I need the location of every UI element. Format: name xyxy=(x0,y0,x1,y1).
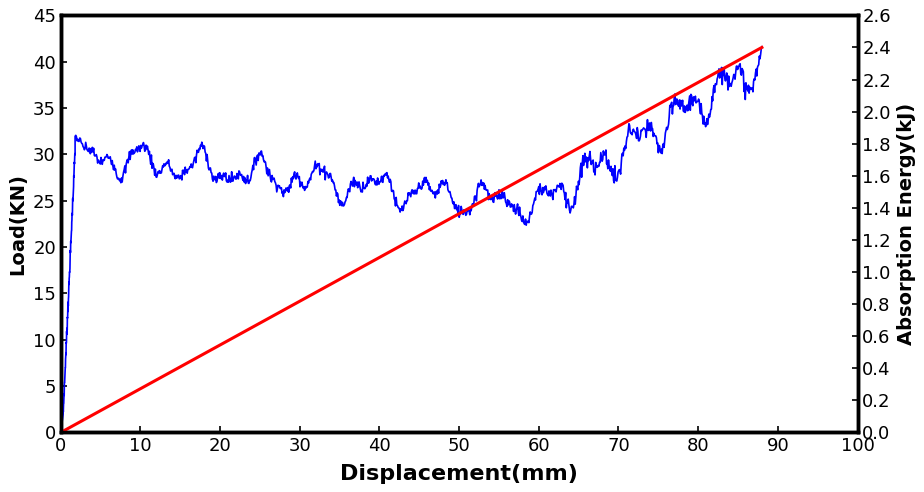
X-axis label: Displacement(mm): Displacement(mm) xyxy=(340,463,578,484)
Y-axis label: Absorption Energy(kJ): Absorption Energy(kJ) xyxy=(896,103,916,345)
Y-axis label: Load(KN): Load(KN) xyxy=(8,173,28,275)
